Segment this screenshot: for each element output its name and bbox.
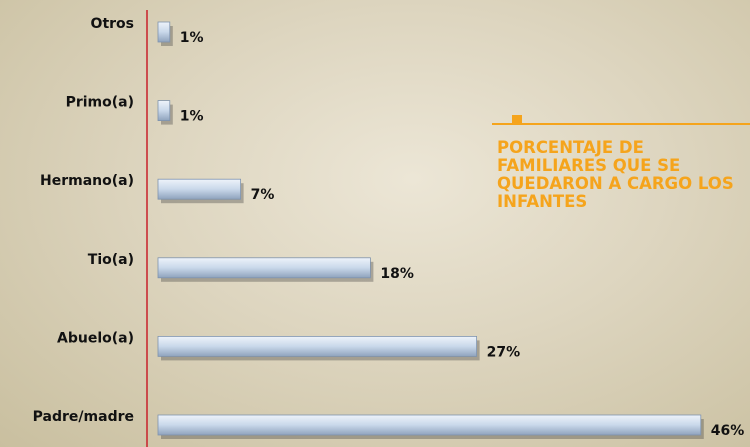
value-label: 1% — [180, 30, 204, 46]
plot: Otros 1% Primo(a) 1% Hermano(a) 7% Tio(a) 18% Ab… — [0, 0, 750, 447]
bar — [158, 179, 241, 199]
y-tick-label: Tio(a) — [88, 252, 134, 268]
title-marker — [512, 115, 522, 124]
value-label: 1% — [180, 109, 204, 125]
value-label: 7% — [251, 187, 275, 203]
bar — [158, 415, 701, 435]
y-tick-label: Otros — [91, 16, 134, 32]
bar — [158, 336, 477, 356]
value-label: 27% — [487, 344, 521, 360]
y-tick-label: Hermano(a) — [40, 173, 134, 189]
y-tick-label: Abuelo(a) — [57, 330, 134, 346]
bar — [158, 101, 170, 121]
bar — [158, 22, 170, 42]
bar — [158, 258, 370, 278]
value-label: 46% — [711, 423, 745, 439]
value-label: 18% — [380, 266, 414, 282]
chart-title: PORCENTAJE DE FAMILIARES QUE SE QUEDARON… — [497, 139, 749, 211]
chart: Otros 1% Primo(a) 1% Hermano(a) 7% Tio(a) 18% Ab… — [0, 0, 750, 447]
y-tick-label: Padre/madre — [33, 409, 134, 425]
y-tick-label: Primo(a) — [66, 95, 134, 111]
